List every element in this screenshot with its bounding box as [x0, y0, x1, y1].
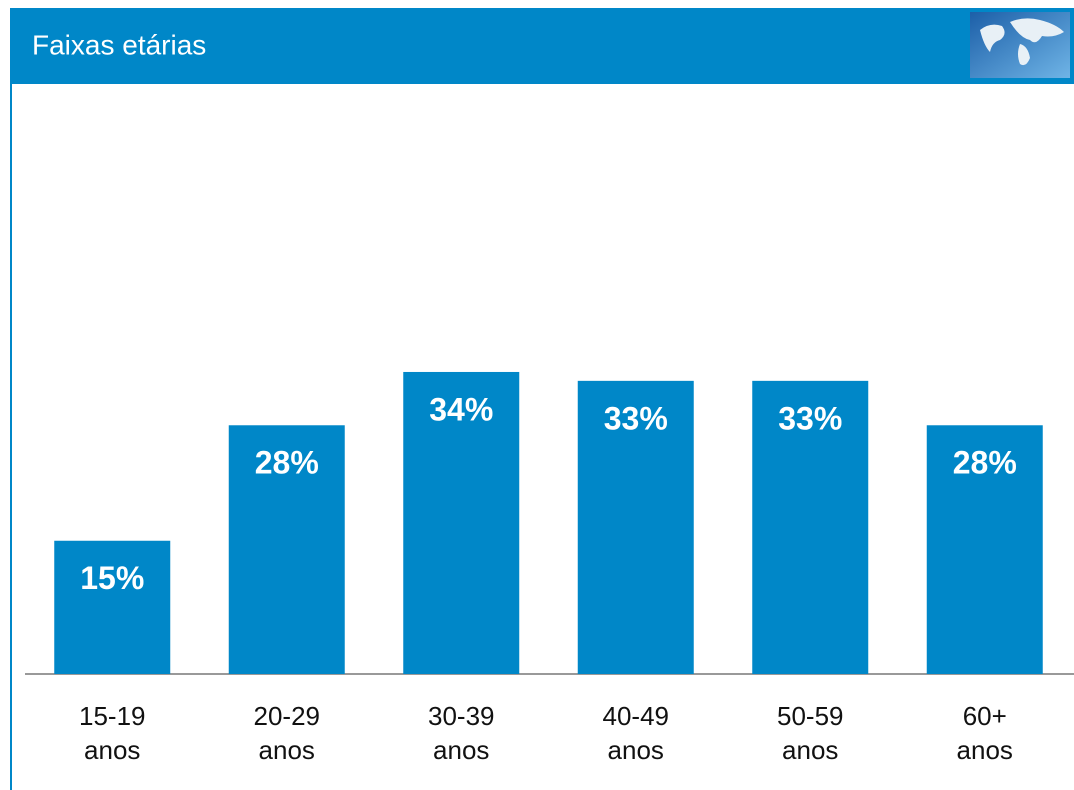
x-tick-label: 20-29 anos: [253, 701, 321, 765]
bar: [926, 425, 1043, 674]
value-label: 34%: [429, 391, 493, 427]
bar: [54, 540, 171, 674]
value-label: 15%: [80, 560, 144, 596]
bar: [228, 425, 345, 674]
value-label: 33%: [604, 400, 668, 436]
bar: [577, 380, 694, 674]
x-tick-label: 30-39 anos: [428, 701, 495, 765]
x-tick-label: 40-49 anos: [602, 701, 670, 765]
x-tick-label: 15-19 anos: [79, 701, 146, 765]
x-tick-label: 60+ anos: [956, 701, 1013, 765]
header-bar: [10, 8, 1074, 84]
bar: [752, 380, 869, 674]
value-label: 28%: [953, 445, 1017, 481]
chart-title: Faixas etárias: [32, 29, 206, 60]
x-tick-label: 50-59 anos: [777, 701, 844, 765]
value-label: 28%: [255, 445, 319, 481]
map-icon: [970, 12, 1070, 78]
bar: [403, 371, 520, 674]
value-label: 33%: [778, 400, 842, 436]
